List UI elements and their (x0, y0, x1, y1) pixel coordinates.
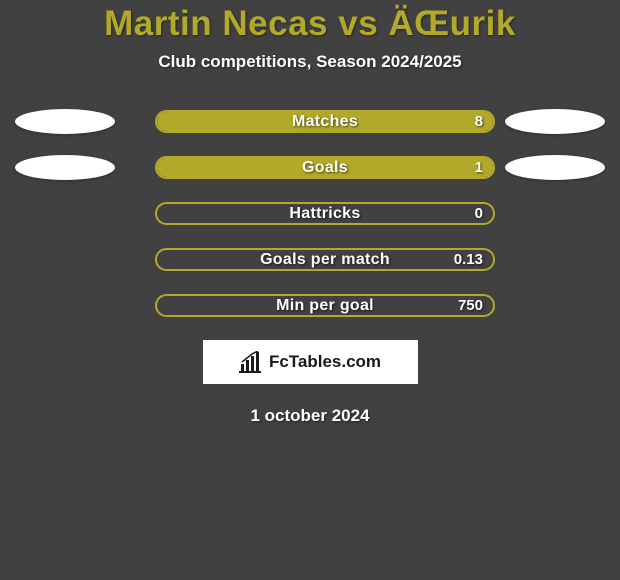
stat-row: Min per goal750 (0, 294, 620, 317)
date-label: 1 october 2024 (0, 406, 620, 426)
stat-row: Hattricks0 (0, 202, 620, 225)
comparison-widget: Martin Necas vs ÄŒurik Club competitions… (0, 0, 620, 426)
stat-value: 8 (475, 112, 483, 131)
stat-bar: Min per goal750 (155, 294, 495, 317)
stat-label: Goals (157, 158, 493, 177)
stat-value: 0.13 (454, 250, 483, 269)
stat-bar: Matches8 (155, 110, 495, 133)
stat-value: 0 (475, 204, 483, 223)
brand-label: FcTables.com (269, 352, 381, 372)
stat-label: Goals per match (157, 250, 493, 269)
left-value-ellipse (15, 109, 115, 134)
page-subtitle: Club competitions, Season 2024/2025 (0, 52, 620, 72)
stat-rows: Matches8Goals1Hattricks0Goals per match0… (0, 110, 620, 317)
left-value-ellipse (15, 155, 115, 180)
stat-value: 750 (458, 296, 483, 315)
stat-label: Hattricks (157, 204, 493, 223)
stat-label: Matches (157, 112, 493, 131)
stat-row: Goals1 (0, 156, 620, 179)
page-title: Martin Necas vs ÄŒurik (0, 4, 620, 44)
brand-chart-icon (239, 351, 265, 373)
stat-bar: Goals per match0.13 (155, 248, 495, 271)
stat-bar: Goals1 (155, 156, 495, 179)
right-value-ellipse (505, 155, 605, 180)
stat-row: Goals per match0.13 (0, 248, 620, 271)
stat-value: 1 (475, 158, 483, 177)
right-value-ellipse (505, 109, 605, 134)
stat-label: Min per goal (157, 296, 493, 315)
stat-row: Matches8 (0, 110, 620, 133)
brand-badge[interactable]: FcTables.com (203, 340, 418, 384)
stat-bar: Hattricks0 (155, 202, 495, 225)
